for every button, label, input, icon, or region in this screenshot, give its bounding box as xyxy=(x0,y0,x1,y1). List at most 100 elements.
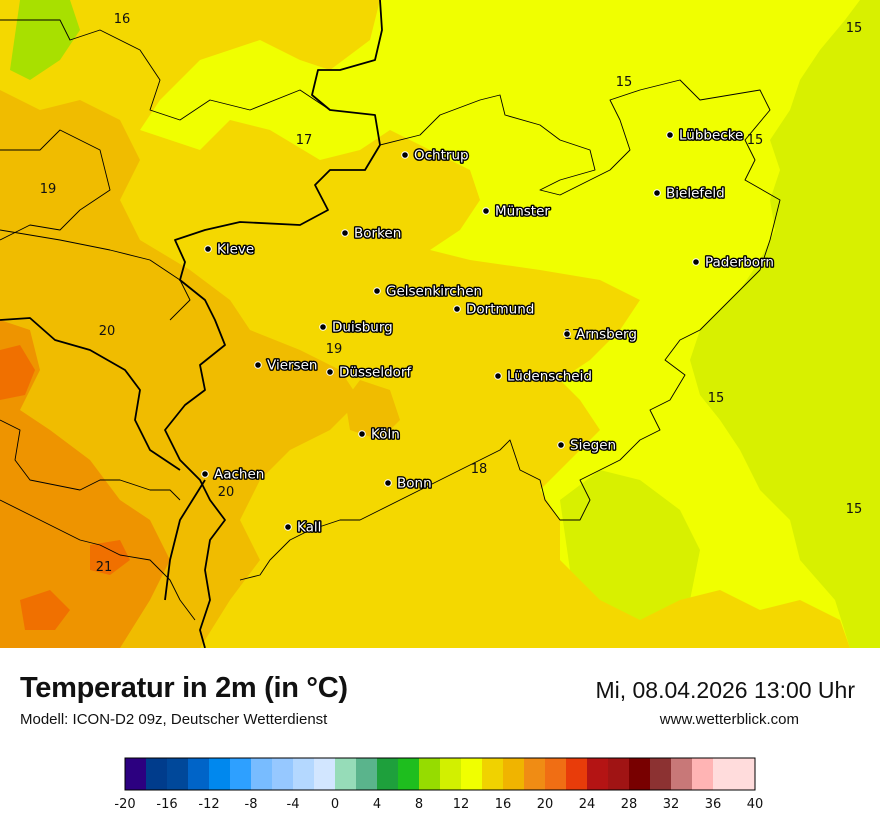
city-dot xyxy=(453,305,461,313)
warm-patch-21a xyxy=(0,345,35,400)
city-dot xyxy=(401,151,409,159)
temperature-label: 15 xyxy=(747,133,764,148)
city-marker[interactable]: Aachen xyxy=(201,465,266,484)
city-label: Arnsberg xyxy=(576,327,637,343)
scale-bin xyxy=(671,758,693,790)
city-dot xyxy=(319,323,327,331)
scale-bin xyxy=(167,758,189,790)
city-marker[interactable]: Köln xyxy=(358,425,401,444)
scale-tick-label: 20 xyxy=(537,797,554,812)
city-dot xyxy=(373,287,381,295)
scale-bin xyxy=(146,758,168,790)
scale-bin xyxy=(419,758,441,790)
scale-bin xyxy=(608,758,630,790)
scale-bin xyxy=(482,758,504,790)
scale-bin xyxy=(125,758,147,790)
temperature-label: 15 xyxy=(846,502,863,517)
scale-bin xyxy=(230,758,252,790)
scale-bin xyxy=(335,758,357,790)
scale-tick-label: -20 xyxy=(114,797,135,812)
forecast-datetime: Mi, 08.04.2026 13:00 Uhr xyxy=(595,677,855,703)
cool-zone-east xyxy=(690,0,880,648)
city-marker[interactable]: Arnsberg xyxy=(563,325,638,344)
scale-bin xyxy=(251,758,273,790)
city-label: Lüdenscheid xyxy=(507,369,592,385)
city-label: Düsseldorf xyxy=(339,365,412,381)
city-label: Dortmund xyxy=(466,302,534,318)
temperature-label: 16 xyxy=(114,12,131,27)
city-label: Kall xyxy=(297,520,321,536)
city-marker[interactable]: Kleve xyxy=(204,240,256,259)
city-label: Duisburg xyxy=(332,320,393,336)
temperature-map[interactable]: 16 15 15 15 17 19 20 17 19 15 18 20 15 21 Ochtrup Lübb… xyxy=(0,0,880,648)
city-label: Köln xyxy=(371,427,400,443)
city-marker[interactable]: Dortmund xyxy=(453,300,536,319)
website-link[interactable]: www.wetterblick.com xyxy=(659,711,799,728)
temperature-label: 21 xyxy=(96,560,113,575)
city-marker[interactable]: Münster xyxy=(482,202,552,221)
city-marker[interactable]: Kall xyxy=(284,518,323,537)
city-label: Aachen xyxy=(214,467,264,483)
scale-bin xyxy=(692,758,714,790)
scale-tick-label: -8 xyxy=(245,797,258,812)
city-dot xyxy=(557,441,565,449)
city-dot xyxy=(692,258,700,266)
scale-bin xyxy=(566,758,588,790)
scale-tick-label: 24 xyxy=(579,797,596,812)
city-marker[interactable]: Ochtrup xyxy=(401,146,470,165)
scale-bin xyxy=(314,758,336,790)
city-label: Lübbecke xyxy=(679,128,743,144)
temperature-label: 20 xyxy=(218,485,235,500)
temperature-label: 15 xyxy=(846,21,863,36)
city-label: Paderborn xyxy=(705,255,774,271)
city-label: Kleve xyxy=(217,242,254,258)
temperature-label: 18 xyxy=(471,462,488,477)
city-dot xyxy=(563,330,571,338)
city-marker[interactable]: Bielefeld xyxy=(653,184,726,203)
scale-tick-label: -4 xyxy=(287,797,300,812)
warm-patch-21c xyxy=(90,540,130,575)
scale-bin xyxy=(461,758,483,790)
scale-tick-label: 12 xyxy=(453,797,470,812)
scale-tick-label: 40 xyxy=(747,797,764,812)
city-dot xyxy=(666,131,674,139)
city-dot xyxy=(384,479,392,487)
city-marker[interactable]: Düsseldorf xyxy=(326,363,414,382)
city-dot xyxy=(653,189,661,197)
scale-tick-label: 36 xyxy=(705,797,722,812)
state-borders xyxy=(0,19,781,621)
city-label: Gelsenkirchen xyxy=(386,284,482,300)
scale-bin xyxy=(734,758,756,790)
warm-patch-centre xyxy=(345,380,400,440)
city-dot xyxy=(341,229,349,237)
scale-bin xyxy=(545,758,567,790)
city-marker[interactable]: Gelsenkirchen xyxy=(373,282,483,301)
city-dot xyxy=(254,361,262,369)
city-dot xyxy=(358,430,366,438)
city-marker[interactable]: Borken xyxy=(341,224,403,243)
city-marker[interactable]: Lüdenscheid xyxy=(494,367,593,386)
city-marker[interactable]: Siegen xyxy=(557,436,617,455)
city-marker[interactable]: Bonn xyxy=(384,474,433,493)
scale-tick-label: -12 xyxy=(198,797,219,812)
scale-bin xyxy=(377,758,399,790)
scale-bin xyxy=(713,758,735,790)
city-label: Bonn xyxy=(397,476,432,492)
page-title: Temperatur in 2m (in °C) xyxy=(20,672,348,704)
city-label: Siegen xyxy=(570,438,616,454)
scale-bin xyxy=(629,758,651,790)
city-label: Viersen xyxy=(267,358,317,374)
city-marker[interactable]: Duisburg xyxy=(319,318,394,337)
city-marker[interactable]: Paderborn xyxy=(692,253,775,272)
city-marker[interactable]: Viersen xyxy=(254,356,319,375)
scale-tick-label: -16 xyxy=(156,797,177,812)
city-marker[interactable]: Lübbecke xyxy=(666,126,745,145)
city-label: Bielefeld xyxy=(666,186,725,202)
temperature-scale: -20 -16 -12 -8 -4 0 4 8 12 16 20 24 28 32 36 40 xyxy=(0,750,880,830)
color-scale-bar: -20 -16 -12 -8 -4 0 4 8 12 16 20 24 28 32 36 40 xyxy=(114,757,764,812)
scale-tick-label: 0 xyxy=(331,797,339,812)
scale-bin xyxy=(398,758,420,790)
scale-tick-label: 4 xyxy=(373,797,381,812)
city-dot xyxy=(494,372,502,380)
